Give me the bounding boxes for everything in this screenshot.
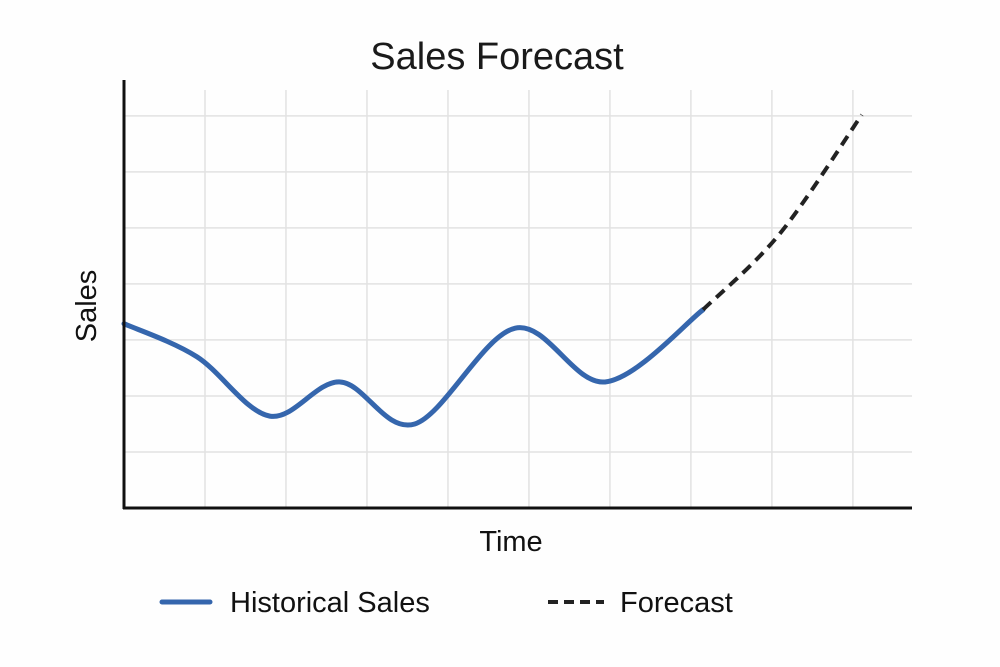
x-axis-label: Time xyxy=(479,526,542,558)
legend-label-historical: Historical Sales xyxy=(230,587,430,619)
grid xyxy=(124,90,912,508)
chart-title: Sales Forecast xyxy=(370,36,624,78)
legend: Historical Sales Forecast xyxy=(159,587,733,619)
legend-label-forecast: Forecast xyxy=(620,587,733,619)
series-line-historical-sales xyxy=(121,307,706,428)
plot-area xyxy=(121,113,864,428)
series-line-forecast xyxy=(701,113,864,312)
y-axis-label: Sales xyxy=(71,270,103,343)
